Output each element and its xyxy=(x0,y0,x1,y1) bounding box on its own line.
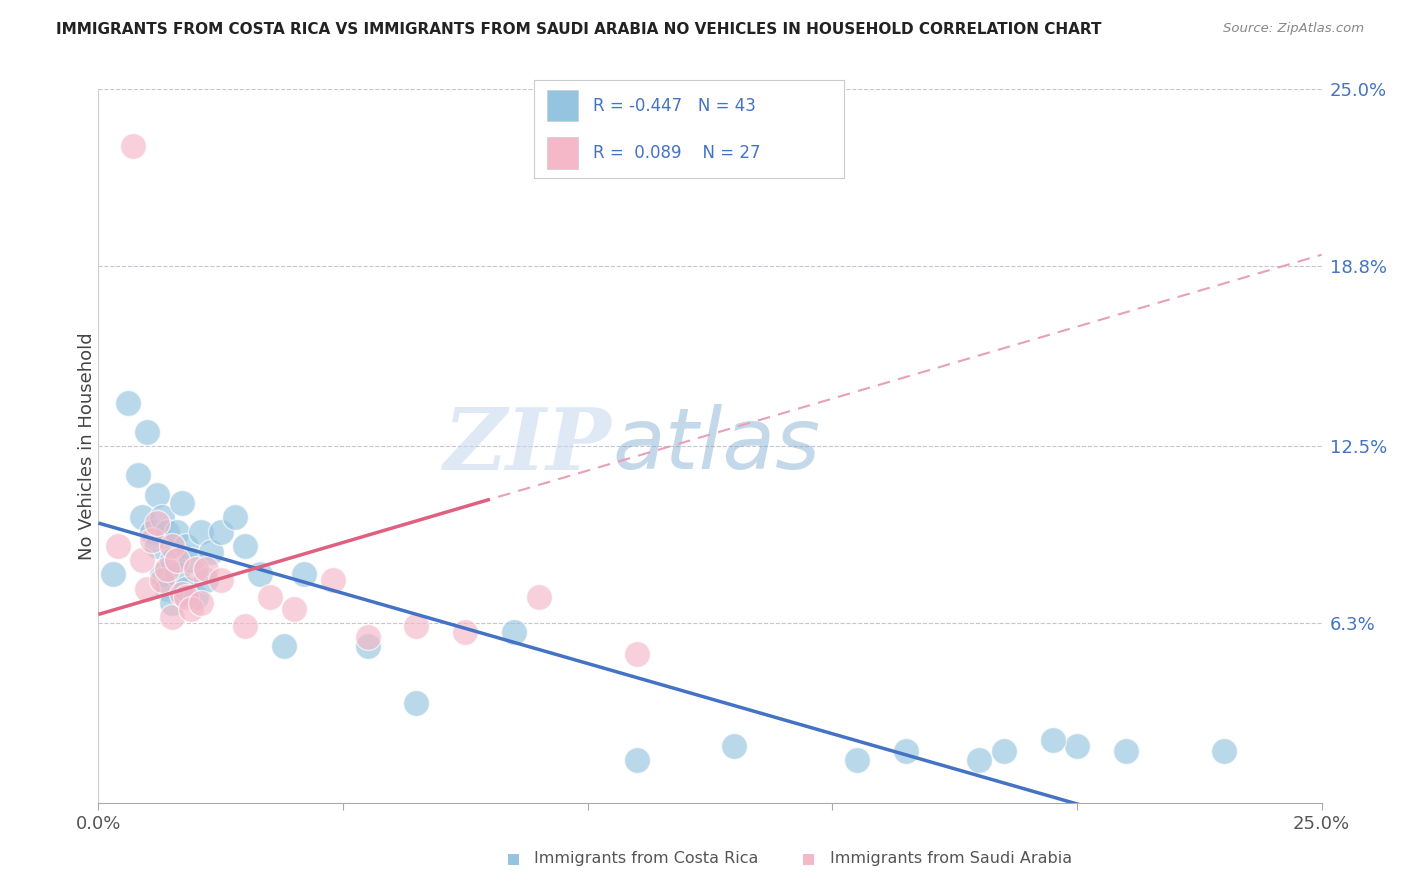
Point xyxy=(200,544,222,558)
Point xyxy=(166,524,188,539)
Point xyxy=(146,539,169,553)
Point xyxy=(121,139,143,153)
Text: R = -0.447   N = 43: R = -0.447 N = 43 xyxy=(593,97,756,115)
Point xyxy=(233,619,256,633)
Point xyxy=(141,524,163,539)
Point xyxy=(180,553,202,567)
Point xyxy=(141,533,163,548)
Point xyxy=(166,567,188,582)
Point xyxy=(195,562,218,576)
Point xyxy=(180,601,202,615)
Point xyxy=(156,562,179,576)
Point xyxy=(160,539,183,553)
Point xyxy=(273,639,295,653)
Text: ▪: ▪ xyxy=(506,848,520,868)
Point xyxy=(195,573,218,587)
Point xyxy=(626,648,648,662)
Point xyxy=(283,601,305,615)
Point xyxy=(131,510,153,524)
Text: Source: ZipAtlas.com: Source: ZipAtlas.com xyxy=(1223,22,1364,36)
Point xyxy=(170,587,193,601)
FancyBboxPatch shape xyxy=(547,137,578,169)
Point xyxy=(150,573,173,587)
Point xyxy=(136,582,159,596)
Y-axis label: No Vehicles in Household: No Vehicles in Household xyxy=(79,332,96,560)
Point xyxy=(626,753,648,767)
Point xyxy=(166,553,188,567)
Point xyxy=(150,567,173,582)
Point xyxy=(131,553,153,567)
Point xyxy=(292,567,315,582)
Point xyxy=(967,753,990,767)
Point xyxy=(107,539,129,553)
Point xyxy=(894,744,917,758)
Point xyxy=(160,553,183,567)
Point xyxy=(186,562,208,576)
Text: atlas: atlas xyxy=(612,404,820,488)
Point xyxy=(845,753,868,767)
Point xyxy=(454,624,477,639)
Point xyxy=(356,639,378,653)
Point xyxy=(527,591,550,605)
Point xyxy=(101,567,124,582)
Text: IMMIGRANTS FROM COSTA RICA VS IMMIGRANTS FROM SAUDI ARABIA NO VEHICLES IN HOUSEH: IMMIGRANTS FROM COSTA RICA VS IMMIGRANTS… xyxy=(56,22,1102,37)
Point xyxy=(993,744,1015,758)
Point xyxy=(209,524,232,539)
Point xyxy=(146,487,169,501)
Text: Immigrants from Costa Rica: Immigrants from Costa Rica xyxy=(534,851,759,865)
Point xyxy=(127,467,149,482)
Point xyxy=(186,591,208,605)
Point xyxy=(723,739,745,753)
Point xyxy=(176,539,198,553)
Point xyxy=(117,396,139,410)
Point xyxy=(249,567,271,582)
Point xyxy=(176,582,198,596)
Point xyxy=(156,524,179,539)
Point xyxy=(156,582,179,596)
Point xyxy=(190,524,212,539)
Point xyxy=(322,573,344,587)
Point xyxy=(224,510,246,524)
Point xyxy=(405,619,427,633)
Point xyxy=(233,539,256,553)
FancyBboxPatch shape xyxy=(547,90,578,121)
Point xyxy=(150,510,173,524)
Point xyxy=(209,573,232,587)
Point xyxy=(1042,733,1064,747)
Point xyxy=(503,624,526,639)
Point xyxy=(160,610,183,624)
Text: ▪: ▪ xyxy=(801,848,815,868)
Point xyxy=(356,630,378,644)
Point xyxy=(146,516,169,530)
Point xyxy=(405,696,427,710)
Point xyxy=(136,425,159,439)
Point xyxy=(259,591,281,605)
Text: R =  0.089    N = 27: R = 0.089 N = 27 xyxy=(593,144,761,161)
Text: ZIP: ZIP xyxy=(444,404,612,488)
Point xyxy=(176,591,198,605)
Point xyxy=(160,596,183,610)
Point xyxy=(1066,739,1088,753)
Point xyxy=(170,496,193,510)
Point xyxy=(1115,744,1137,758)
Point xyxy=(1212,744,1234,758)
Text: Immigrants from Saudi Arabia: Immigrants from Saudi Arabia xyxy=(830,851,1071,865)
Point xyxy=(190,596,212,610)
